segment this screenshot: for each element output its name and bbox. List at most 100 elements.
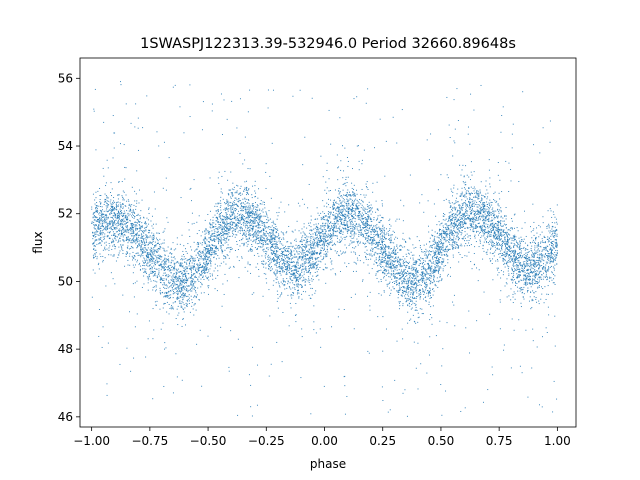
data-point bbox=[96, 207, 98, 209]
data-point bbox=[266, 219, 268, 221]
data-point bbox=[359, 242, 361, 244]
data-point bbox=[445, 239, 447, 241]
data-point bbox=[109, 223, 111, 225]
data-point bbox=[471, 226, 473, 228]
data-point bbox=[312, 236, 314, 238]
data-point bbox=[125, 167, 127, 169]
data-point bbox=[323, 225, 325, 227]
data-point bbox=[303, 258, 305, 260]
data-point bbox=[523, 286, 525, 288]
data-point bbox=[424, 253, 426, 255]
data-point bbox=[211, 103, 213, 105]
data-point bbox=[338, 208, 340, 210]
data-point bbox=[224, 218, 226, 220]
data-point bbox=[507, 268, 509, 270]
data-point bbox=[201, 255, 203, 257]
data-point bbox=[155, 286, 157, 288]
data-point bbox=[496, 227, 498, 229]
data-point bbox=[267, 220, 269, 222]
data-point bbox=[439, 274, 441, 276]
data-point bbox=[167, 287, 169, 289]
data-point bbox=[262, 245, 264, 247]
data-point bbox=[499, 179, 501, 181]
data-point bbox=[448, 212, 450, 214]
data-point bbox=[547, 225, 549, 227]
data-point bbox=[167, 294, 169, 296]
data-point bbox=[460, 174, 462, 176]
data-point bbox=[445, 251, 447, 253]
data-point bbox=[468, 215, 470, 217]
data-point bbox=[181, 272, 183, 274]
data-point bbox=[438, 253, 440, 255]
data-point bbox=[159, 265, 161, 267]
data-point bbox=[160, 258, 162, 260]
data-point bbox=[550, 247, 552, 249]
data-point bbox=[174, 263, 176, 265]
data-point bbox=[400, 264, 402, 266]
data-point bbox=[274, 255, 276, 257]
data-point bbox=[550, 210, 552, 212]
data-point bbox=[192, 274, 194, 276]
data-point bbox=[486, 189, 488, 191]
data-point bbox=[150, 259, 152, 261]
data-point bbox=[225, 223, 227, 225]
data-point bbox=[211, 252, 213, 254]
data-point bbox=[178, 288, 180, 290]
data-point bbox=[164, 261, 166, 263]
data-point bbox=[428, 159, 430, 161]
data-point bbox=[124, 212, 126, 214]
data-point bbox=[229, 226, 231, 228]
data-point bbox=[506, 243, 508, 245]
data-point bbox=[171, 278, 173, 280]
data-point bbox=[107, 224, 109, 226]
data-point bbox=[368, 239, 370, 241]
data-point bbox=[468, 218, 470, 220]
data-point bbox=[305, 262, 307, 264]
data-point bbox=[493, 226, 495, 228]
data-point bbox=[535, 273, 537, 275]
data-point bbox=[179, 283, 181, 285]
data-point bbox=[456, 193, 458, 195]
data-point bbox=[267, 227, 269, 229]
data-point bbox=[110, 220, 112, 222]
data-point bbox=[275, 278, 277, 280]
data-point bbox=[368, 272, 370, 274]
data-point bbox=[406, 281, 408, 283]
data-point bbox=[510, 169, 512, 171]
data-point bbox=[462, 195, 464, 197]
data-point bbox=[465, 200, 467, 202]
data-point bbox=[219, 227, 221, 229]
data-point bbox=[176, 272, 178, 274]
data-point bbox=[551, 279, 553, 281]
data-point bbox=[516, 265, 518, 267]
data-point bbox=[244, 212, 246, 214]
data-point bbox=[463, 187, 465, 189]
data-point bbox=[449, 248, 451, 250]
data-point bbox=[329, 241, 331, 243]
data-point bbox=[402, 291, 404, 293]
data-point bbox=[248, 231, 250, 233]
data-point bbox=[141, 225, 143, 227]
data-point bbox=[529, 260, 531, 262]
data-point bbox=[329, 229, 331, 231]
data-point bbox=[122, 236, 124, 238]
data-point bbox=[156, 268, 158, 270]
data-point bbox=[272, 220, 274, 222]
data-point bbox=[211, 233, 213, 235]
chart-title: 1SWASPJ122313.39-532946.0 Period 32660.8… bbox=[140, 36, 516, 52]
data-point bbox=[398, 273, 400, 275]
data-point bbox=[170, 294, 172, 296]
data-point bbox=[336, 203, 338, 205]
data-point bbox=[250, 239, 252, 241]
data-point bbox=[380, 243, 382, 245]
data-point bbox=[508, 245, 510, 247]
data-point bbox=[543, 272, 545, 274]
data-point bbox=[195, 275, 197, 277]
data-point bbox=[443, 242, 445, 244]
data-point bbox=[389, 248, 391, 250]
data-point bbox=[260, 220, 262, 222]
data-point bbox=[540, 298, 542, 300]
data-point bbox=[350, 240, 352, 242]
data-point bbox=[340, 229, 342, 231]
data-point bbox=[303, 279, 305, 281]
